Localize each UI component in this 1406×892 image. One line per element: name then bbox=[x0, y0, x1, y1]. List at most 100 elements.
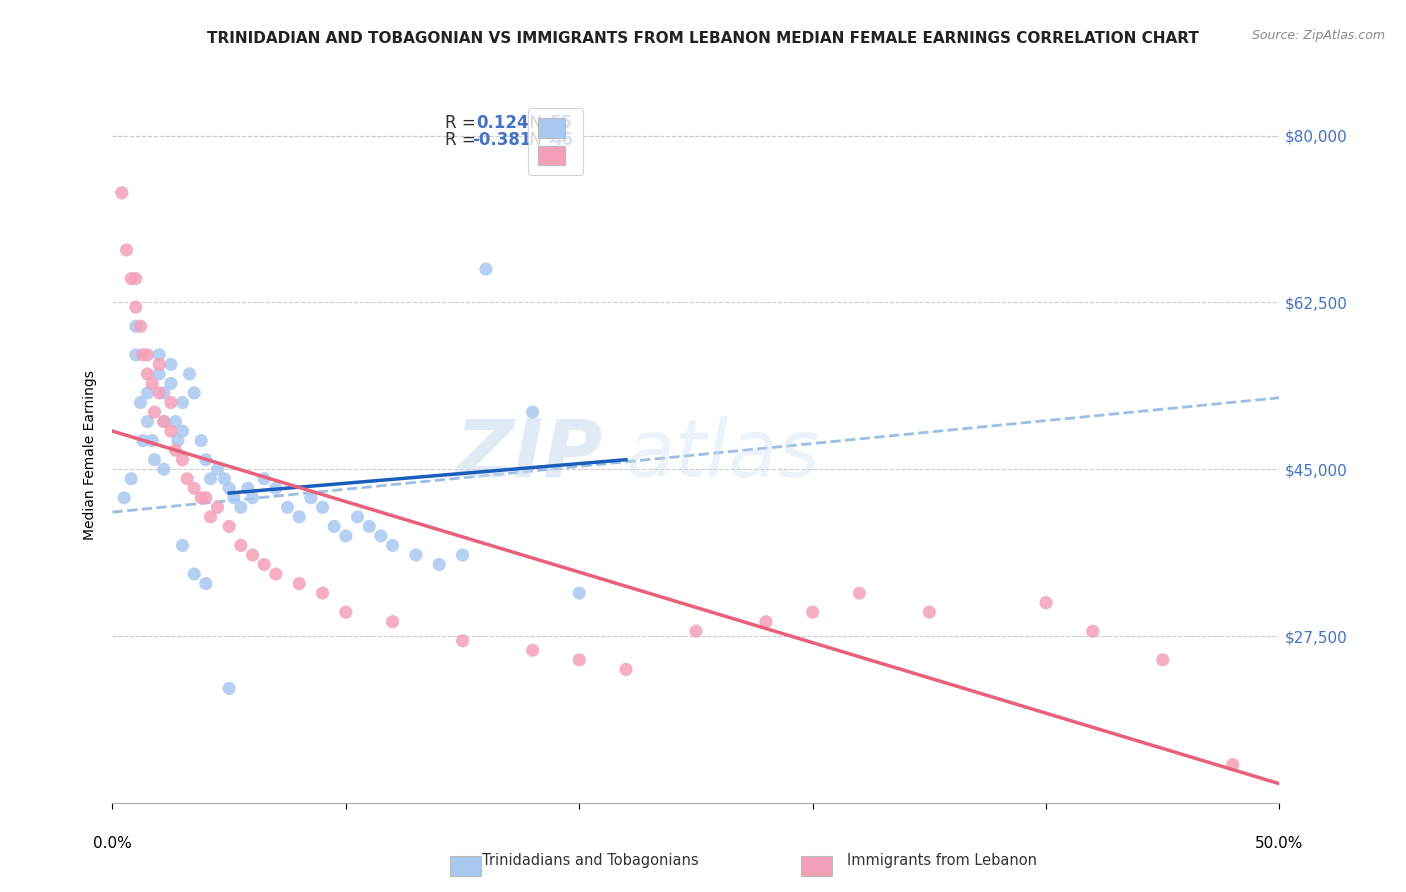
Point bbox=[451, 548, 474, 562]
Point bbox=[323, 519, 346, 533]
Point bbox=[801, 605, 824, 619]
Point bbox=[229, 500, 252, 515]
Point bbox=[222, 491, 245, 505]
Text: 0.0%: 0.0% bbox=[93, 836, 132, 851]
Point bbox=[132, 348, 155, 362]
Text: R =: R = bbox=[446, 131, 481, 150]
Point bbox=[214, 472, 236, 486]
Text: TRINIDADIAN AND TOBAGONIAN VS IMMIGRANTS FROM LEBANON MEDIAN FEMALE EARNINGS COR: TRINIDADIAN AND TOBAGONIAN VS IMMIGRANTS… bbox=[207, 31, 1199, 46]
Point bbox=[264, 567, 287, 582]
Point bbox=[848, 586, 870, 600]
Point bbox=[427, 558, 450, 572]
Text: -0.381: -0.381 bbox=[472, 131, 531, 150]
Point bbox=[381, 539, 404, 553]
Text: N =: N = bbox=[519, 114, 567, 132]
Point bbox=[115, 243, 138, 257]
Point bbox=[522, 405, 544, 419]
Point bbox=[165, 415, 187, 429]
Point bbox=[194, 452, 217, 467]
Point bbox=[218, 481, 240, 495]
Text: N =: N = bbox=[519, 131, 567, 150]
Point bbox=[218, 681, 240, 696]
Point bbox=[207, 462, 229, 476]
Point bbox=[264, 481, 287, 495]
Text: 0.124: 0.124 bbox=[477, 114, 529, 132]
Point bbox=[111, 186, 134, 200]
Point bbox=[120, 472, 142, 486]
Point bbox=[160, 424, 183, 438]
Point bbox=[381, 615, 404, 629]
Point bbox=[148, 348, 170, 362]
Point bbox=[194, 491, 217, 505]
Text: atlas: atlas bbox=[626, 416, 821, 494]
Point bbox=[311, 500, 333, 515]
Point bbox=[229, 539, 252, 553]
Text: Immigrants from Lebanon: Immigrants from Lebanon bbox=[846, 854, 1038, 868]
Point bbox=[183, 386, 205, 401]
Point bbox=[183, 481, 205, 495]
Text: Trinidadians and Tobagonians: Trinidadians and Tobagonians bbox=[482, 854, 699, 868]
Point bbox=[242, 548, 264, 562]
Point bbox=[148, 367, 170, 381]
Point bbox=[1035, 596, 1057, 610]
Point bbox=[522, 643, 544, 657]
Point bbox=[136, 415, 159, 429]
Point bbox=[236, 481, 259, 495]
Point bbox=[288, 509, 311, 524]
Point bbox=[194, 576, 217, 591]
Point bbox=[172, 452, 194, 467]
Point bbox=[614, 662, 637, 676]
Point bbox=[299, 491, 322, 505]
Point bbox=[153, 386, 176, 401]
Point bbox=[143, 405, 166, 419]
Point bbox=[253, 472, 276, 486]
Point bbox=[370, 529, 392, 543]
Point bbox=[475, 262, 498, 277]
Point bbox=[359, 519, 381, 533]
Point bbox=[568, 653, 591, 667]
Point bbox=[200, 509, 222, 524]
Point bbox=[1222, 757, 1244, 772]
Point bbox=[132, 434, 155, 448]
Point bbox=[125, 300, 148, 314]
Point bbox=[112, 491, 135, 505]
Point bbox=[335, 605, 357, 619]
Legend: , : , bbox=[529, 109, 583, 175]
Point bbox=[405, 548, 427, 562]
Point bbox=[166, 434, 188, 448]
Point bbox=[172, 424, 194, 438]
Point bbox=[172, 539, 194, 553]
Point bbox=[120, 271, 142, 285]
Point bbox=[288, 576, 311, 591]
Point bbox=[136, 348, 159, 362]
Point bbox=[160, 395, 183, 409]
Point bbox=[207, 500, 229, 515]
Point bbox=[125, 319, 148, 334]
Point bbox=[153, 462, 176, 476]
Text: ZIP: ZIP bbox=[456, 416, 603, 494]
Point bbox=[125, 271, 148, 285]
Y-axis label: Median Female Earnings: Median Female Earnings bbox=[83, 370, 97, 540]
Text: 55: 55 bbox=[550, 114, 574, 132]
Point bbox=[179, 367, 201, 381]
Point bbox=[136, 367, 159, 381]
Point bbox=[148, 386, 170, 401]
Point bbox=[143, 452, 166, 467]
Point bbox=[136, 386, 159, 401]
Point bbox=[153, 415, 176, 429]
Point bbox=[253, 558, 276, 572]
Point bbox=[165, 443, 187, 458]
Text: Source: ZipAtlas.com: Source: ZipAtlas.com bbox=[1251, 29, 1385, 42]
Point bbox=[568, 586, 591, 600]
Point bbox=[190, 434, 212, 448]
Point bbox=[1081, 624, 1104, 639]
Point bbox=[129, 395, 152, 409]
Point bbox=[242, 491, 264, 505]
Text: 46: 46 bbox=[550, 131, 574, 150]
Point bbox=[160, 357, 183, 371]
Point bbox=[346, 509, 368, 524]
Point bbox=[685, 624, 707, 639]
Text: R =: R = bbox=[446, 114, 486, 132]
Point bbox=[190, 491, 212, 505]
Point bbox=[311, 586, 333, 600]
